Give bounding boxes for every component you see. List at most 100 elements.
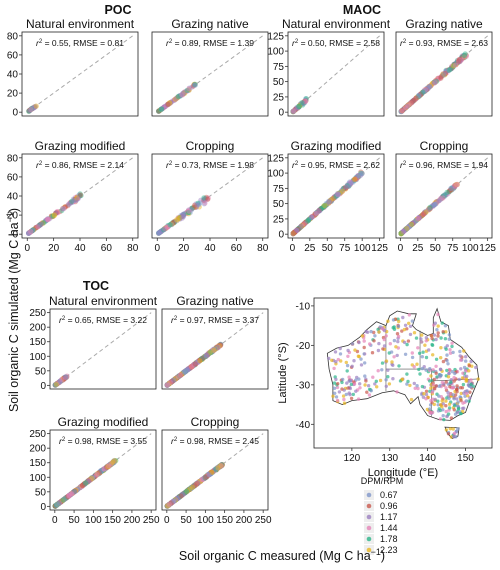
data-point xyxy=(448,185,454,191)
data-point xyxy=(312,212,318,218)
panel-stats: r2 = 0.93, RMSE = 2.63 xyxy=(400,38,488,48)
site-point xyxy=(436,312,440,317)
data-point xyxy=(163,103,169,109)
data-point xyxy=(28,106,34,112)
site-point xyxy=(437,384,441,388)
data-point xyxy=(398,108,405,114)
data-point xyxy=(426,84,432,90)
data-point xyxy=(452,61,458,67)
site-point xyxy=(353,348,357,352)
data-point xyxy=(74,195,80,201)
data-point xyxy=(407,100,413,106)
data-point xyxy=(77,193,83,199)
site-point xyxy=(408,324,413,328)
data-point xyxy=(175,94,181,100)
data-point xyxy=(156,108,162,114)
data-point xyxy=(438,74,444,80)
data-point xyxy=(290,108,296,115)
scatter-points xyxy=(290,96,309,115)
panel-strip-title: Grazing native xyxy=(176,294,254,308)
data-point xyxy=(402,105,409,111)
x-tick-label: 50 xyxy=(430,243,442,254)
data-point xyxy=(421,211,427,217)
data-point xyxy=(26,230,32,236)
data-point xyxy=(165,101,172,107)
y-tick-label: 125 xyxy=(267,153,284,164)
site-point xyxy=(396,324,401,329)
data-point xyxy=(438,75,444,81)
data-point xyxy=(294,104,300,110)
data-point xyxy=(398,108,405,114)
data-point xyxy=(178,213,184,219)
data-point xyxy=(31,104,37,110)
site-point xyxy=(459,367,463,371)
site-point xyxy=(442,417,446,422)
data-point xyxy=(459,53,465,59)
data-point xyxy=(321,203,327,209)
data-point xyxy=(411,97,418,103)
data-point xyxy=(456,56,463,63)
data-point xyxy=(50,213,56,219)
data-point xyxy=(440,195,446,201)
site-point xyxy=(433,321,437,325)
data-point xyxy=(157,107,163,113)
data-point xyxy=(421,88,427,95)
site-point xyxy=(441,414,445,418)
data-point xyxy=(51,212,58,218)
data-point xyxy=(185,88,191,94)
data-point xyxy=(408,100,415,106)
data-point xyxy=(326,199,332,205)
data-point xyxy=(45,216,51,222)
data-point xyxy=(409,99,415,105)
legend-label: 0.67 xyxy=(380,490,398,500)
data-point xyxy=(161,226,168,232)
data-point xyxy=(339,188,346,194)
data-point xyxy=(409,99,415,105)
data-point xyxy=(453,61,459,67)
data-point xyxy=(432,79,438,86)
site-point xyxy=(357,377,361,381)
data-point xyxy=(405,102,411,108)
site-point xyxy=(419,337,423,341)
data-point xyxy=(402,105,408,111)
site-point xyxy=(417,367,421,372)
site-point xyxy=(421,395,426,399)
site-point xyxy=(346,348,350,353)
data-point xyxy=(195,201,201,207)
site-point xyxy=(462,365,467,370)
data-point xyxy=(416,93,422,99)
site-point xyxy=(431,353,435,357)
site-point xyxy=(452,431,457,436)
data-point xyxy=(303,97,309,103)
data-point xyxy=(298,101,304,107)
site-point xyxy=(429,386,433,390)
data-point xyxy=(298,224,304,230)
data-point xyxy=(157,229,164,235)
data-point xyxy=(156,230,162,236)
data-point xyxy=(292,229,298,235)
site-point xyxy=(401,315,405,320)
data-point xyxy=(30,105,37,111)
data-point xyxy=(37,222,43,228)
site-point xyxy=(376,369,380,373)
data-point xyxy=(446,67,452,73)
site-point xyxy=(410,351,414,355)
data-point xyxy=(307,215,314,221)
data-point xyxy=(43,217,50,223)
data-point xyxy=(431,79,437,85)
data-point xyxy=(411,97,417,103)
site-point xyxy=(461,382,466,387)
data-point xyxy=(405,102,412,108)
data-point xyxy=(323,200,329,207)
data-point xyxy=(456,59,462,65)
data-point xyxy=(402,105,408,111)
data-point xyxy=(203,194,209,200)
data-point xyxy=(403,104,409,110)
site-point xyxy=(369,329,373,334)
data-point xyxy=(416,92,422,98)
site-point xyxy=(409,397,414,402)
site-point xyxy=(350,342,355,346)
data-point xyxy=(171,220,177,226)
data-point xyxy=(405,102,411,108)
